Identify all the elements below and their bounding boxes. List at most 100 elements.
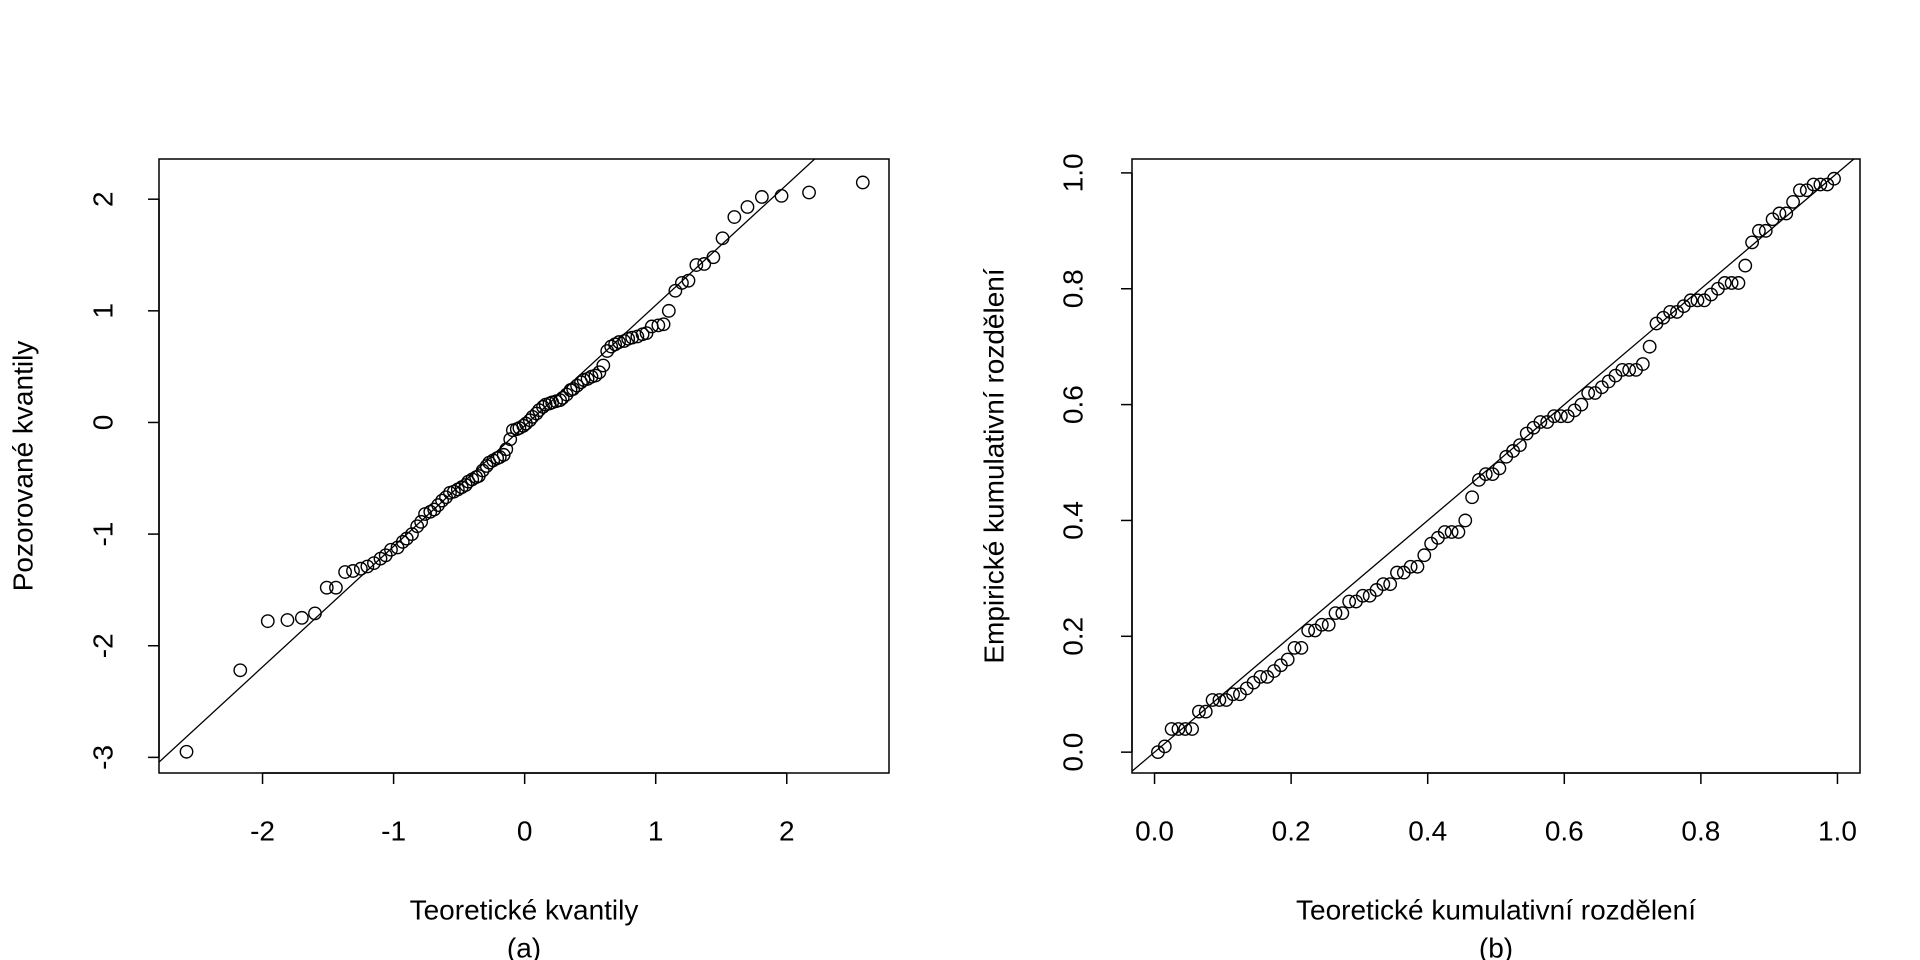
y-tick-label: 2 xyxy=(87,191,118,207)
point xyxy=(1226,687,1240,702)
point xyxy=(1185,722,1199,736)
point xyxy=(1314,617,1329,632)
point xyxy=(1690,293,1705,308)
panel-caption: (b) xyxy=(1479,932,1513,960)
point xyxy=(1212,693,1227,707)
x-tick-label: -1 xyxy=(381,815,406,846)
point xyxy=(574,375,588,390)
point xyxy=(1758,223,1773,238)
point xyxy=(1615,362,1630,377)
point xyxy=(1301,623,1316,638)
point xyxy=(706,250,721,265)
point xyxy=(431,498,446,512)
y-tick-label: 1 xyxy=(87,303,118,319)
point xyxy=(260,614,275,629)
x-tick-label: 1.0 xyxy=(1818,815,1857,846)
x-tick-label: 0.8 xyxy=(1681,815,1720,846)
point xyxy=(1622,362,1637,377)
point xyxy=(536,399,550,414)
y-tick-label: 0 xyxy=(87,415,118,431)
point xyxy=(1294,640,1309,655)
point xyxy=(1465,490,1479,505)
point xyxy=(384,542,398,557)
point xyxy=(754,190,769,204)
point xyxy=(1717,276,1732,290)
point xyxy=(1738,258,1753,273)
point xyxy=(1478,467,1493,482)
x-tick-label: 0 xyxy=(517,815,533,846)
x-tick-label: 0.2 xyxy=(1272,815,1311,846)
point xyxy=(1444,525,1459,539)
point xyxy=(566,382,581,396)
panel-caption: (a) xyxy=(507,932,541,960)
point xyxy=(1390,565,1404,580)
x-tick-label: 0.6 xyxy=(1545,815,1584,846)
point xyxy=(1635,357,1650,371)
point xyxy=(395,535,410,549)
point xyxy=(612,335,626,349)
y-tick-label: 0.6 xyxy=(1057,385,1088,424)
point xyxy=(353,561,368,576)
point xyxy=(427,502,442,517)
y-tick-label: 0.0 xyxy=(1057,733,1088,772)
point xyxy=(1779,206,1794,221)
point xyxy=(1437,525,1452,539)
point xyxy=(1663,305,1678,319)
point xyxy=(656,317,671,332)
point xyxy=(280,613,295,627)
y-tick-label: -3 xyxy=(87,745,118,770)
x-tick-label: 2 xyxy=(779,815,795,846)
point xyxy=(294,610,309,625)
point xyxy=(675,276,689,290)
x-tick-label: 0.4 xyxy=(1408,815,1447,846)
point xyxy=(414,514,429,529)
point xyxy=(360,559,375,574)
x-tick-label: 1 xyxy=(648,815,664,846)
y-tick-label: 0.2 xyxy=(1057,617,1088,656)
point xyxy=(596,358,611,373)
point xyxy=(1410,559,1425,574)
point xyxy=(1772,206,1787,221)
x-tick-label: -2 xyxy=(250,815,275,846)
point xyxy=(405,527,419,541)
point xyxy=(1328,606,1343,621)
point xyxy=(1752,223,1766,238)
point xyxy=(233,663,248,678)
point xyxy=(1786,194,1800,209)
point xyxy=(651,318,666,333)
x-axis-title: Teoretické kumulativní rozdělení xyxy=(1296,894,1696,925)
y-axis-title: Empirické kumulativní rozdělení xyxy=(978,268,1009,663)
point xyxy=(1355,588,1370,603)
point xyxy=(1164,722,1179,736)
point xyxy=(1574,397,1589,412)
point xyxy=(1178,722,1193,736)
reference-line xyxy=(159,159,816,763)
y-axis-title: Pozorované kvantily xyxy=(7,341,38,592)
point xyxy=(1513,438,1527,453)
point xyxy=(1383,577,1398,592)
point xyxy=(715,231,730,246)
x-tick-label: 0.0 xyxy=(1135,815,1174,846)
point xyxy=(1451,525,1466,539)
point xyxy=(329,580,343,595)
point xyxy=(338,565,353,579)
point xyxy=(1745,235,1759,250)
point xyxy=(802,185,816,200)
point xyxy=(740,200,755,214)
point xyxy=(600,344,615,358)
point xyxy=(661,303,676,318)
point xyxy=(855,175,870,190)
point xyxy=(410,519,425,534)
point xyxy=(1683,293,1698,308)
point xyxy=(681,273,696,288)
point xyxy=(1553,409,1568,424)
point xyxy=(346,564,360,578)
point xyxy=(1724,276,1739,290)
point xyxy=(1192,704,1206,719)
point xyxy=(1827,171,1841,186)
point xyxy=(1157,739,1172,754)
point xyxy=(1171,722,1186,736)
point xyxy=(1581,386,1596,400)
point xyxy=(774,188,789,203)
